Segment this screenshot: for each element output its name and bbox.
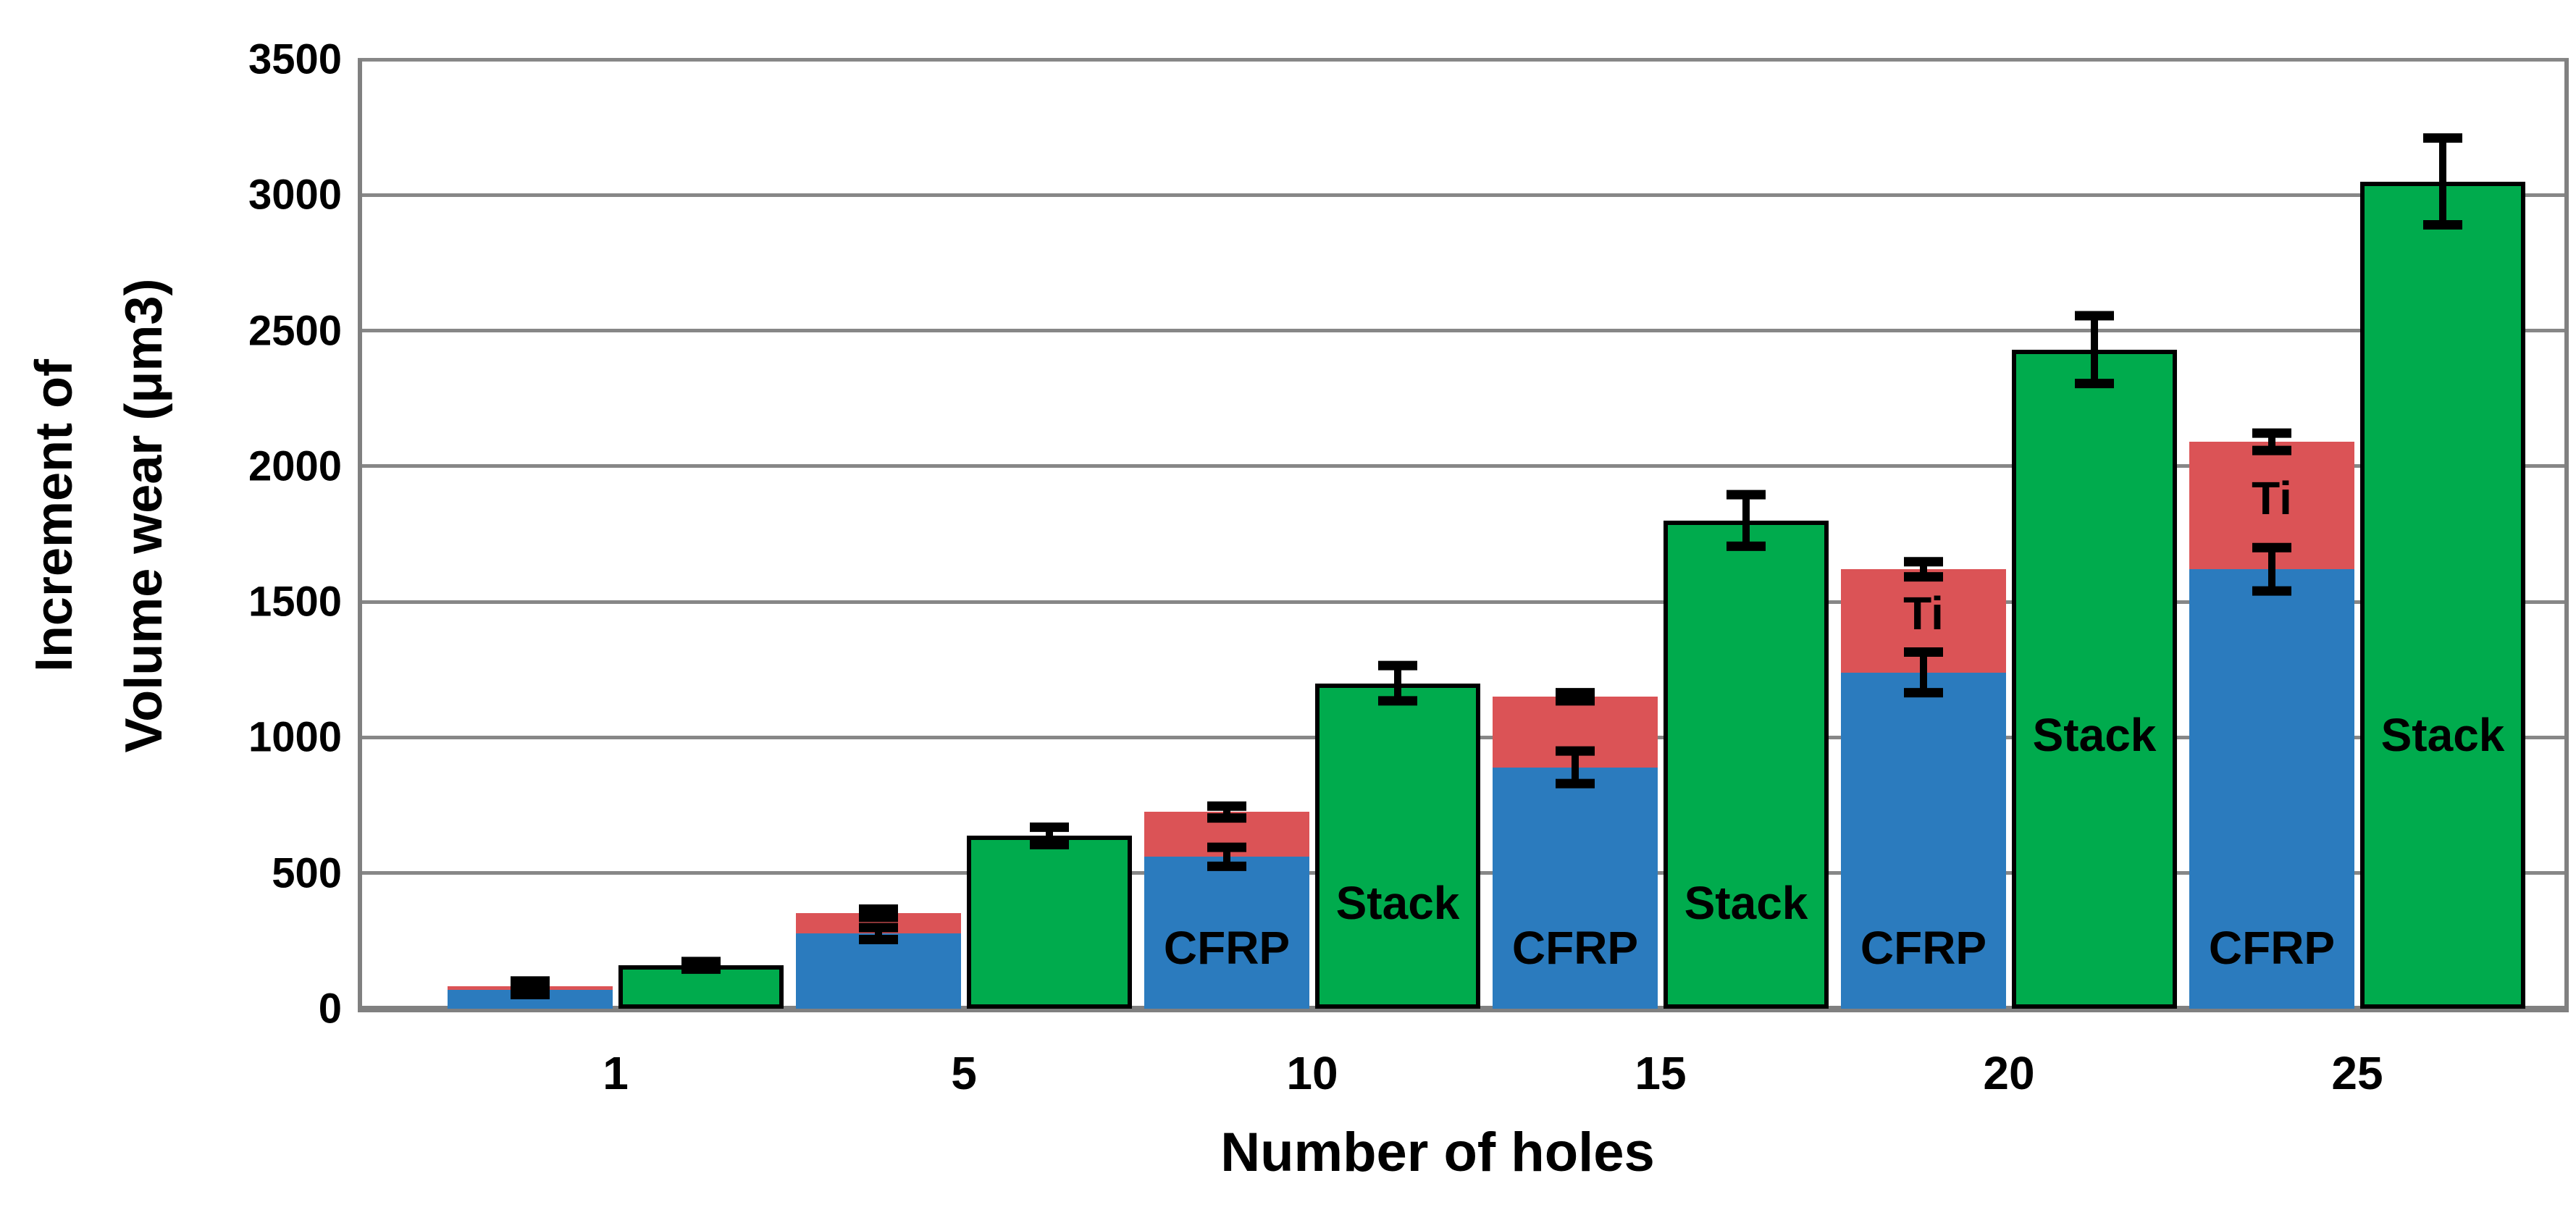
- bar-label-cfrp-15: CFRP: [1511, 922, 1639, 974]
- y-tick-label-3000: 3000: [248, 171, 342, 219]
- y-tick-label-1000: 1000: [248, 713, 342, 761]
- bar-ti-5: [796, 913, 961, 934]
- bar-stack-15: [1664, 520, 1829, 1009]
- y-tick-label-500: 500: [272, 849, 342, 897]
- gridline-3500: [358, 57, 2569, 62]
- bar-label-ti-25: Ti: [2252, 472, 2292, 525]
- bar-label-stack-10: Stack: [1335, 877, 1460, 929]
- bar-label-ti-20: Ti: [1903, 587, 1944, 640]
- bar-label-stack-15: Stack: [1684, 877, 1808, 929]
- bar-cfrp-20: [1841, 672, 2006, 1009]
- gridline-3000: [358, 193, 2569, 197]
- bar-label-cfrp-10: CFRP: [1163, 922, 1291, 974]
- x-tick-label-1: 1: [603, 1047, 629, 1099]
- bar-stack-1: [618, 965, 784, 1009]
- gridline-2000: [358, 464, 2569, 469]
- bar-stack-20: [2012, 349, 2177, 1009]
- gridline-0: [358, 1005, 2569, 1012]
- x-tick-label-15: 15: [1635, 1047, 1687, 1099]
- bar-label-cfrp-20: CFRP: [1860, 922, 1987, 974]
- bar-ti-10: [1144, 812, 1309, 857]
- gridline-2500: [358, 329, 2569, 333]
- y-axis-title: Increment of Volume wear (μm3): [10, 0, 190, 1059]
- bar-label-cfrp-25: CFRP: [2208, 922, 2336, 974]
- bar-cfrp-25: [2189, 569, 2354, 1009]
- y-tick-label-2000: 2000: [248, 442, 342, 490]
- bar-ti-15: [1493, 697, 1658, 768]
- bar-ti-1: [448, 986, 613, 990]
- bar-stack-25: [2360, 181, 2525, 1009]
- bar-cfrp-15: [1493, 767, 1658, 1009]
- bar-cfrp-5: [796, 933, 961, 1009]
- bar-cfrp-1: [448, 989, 613, 1009]
- bar-stack-10: [1315, 683, 1480, 1009]
- bar-stack-5: [967, 836, 1132, 1009]
- y-axis-line: [358, 59, 362, 1012]
- x-tick-label-5: 5: [951, 1047, 977, 1099]
- y-tick-label-1500: 1500: [248, 578, 342, 626]
- gridline-1500: [358, 600, 2569, 604]
- bar-label-stack-20: Stack: [2032, 709, 2157, 761]
- bar-cfrp-10: [1144, 857, 1309, 1009]
- x-axis-title: Number of holes: [1220, 1122, 1655, 1183]
- x-tick-label-10: 10: [1286, 1047, 1338, 1099]
- y-tick-label-0: 0: [318, 985, 342, 1033]
- x-tick-label-25: 25: [2331, 1047, 2383, 1099]
- plot-right-border: [2564, 59, 2569, 1012]
- x-tick-label-20: 20: [1983, 1047, 2035, 1099]
- y-tick-label-2500: 2500: [248, 307, 342, 355]
- y-tick-label-3500: 3500: [248, 35, 342, 83]
- bar-label-stack-25: Stack: [2380, 709, 2505, 761]
